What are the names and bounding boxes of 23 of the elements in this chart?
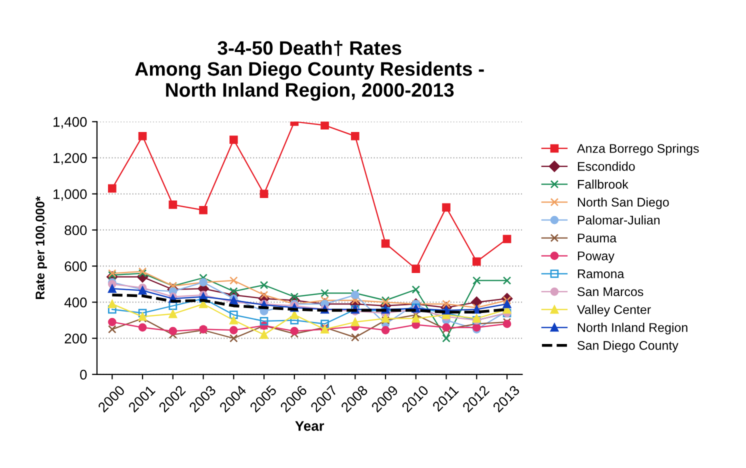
legend-label: Palomar-Julian xyxy=(578,215,660,225)
legend-label: San Marcos xyxy=(578,287,644,296)
y-tick-label: 1,400 xyxy=(54,117,87,128)
legend-label: North San Diego xyxy=(578,197,669,210)
y-tick-label: 1,200 xyxy=(54,153,87,165)
y-tick-label: 400 xyxy=(64,298,87,308)
chart-title: 3-4-50 Death† Rates Among San Diego County Residents - North Inland Region, 2000-2013 xyxy=(135,40,484,101)
legend-label: Poway xyxy=(578,252,614,263)
y-tick-label: 600 xyxy=(64,261,87,272)
legend-label: Anza Borrego Springs xyxy=(576,144,699,156)
y-tick-label: 0 xyxy=(80,370,87,380)
y-tick-label: 800 xyxy=(64,225,87,236)
x-axis-title: Year xyxy=(295,421,324,431)
legend-label: Pauma xyxy=(578,234,617,242)
legend-label: Ramona xyxy=(578,270,624,278)
legend-label: Valley Center xyxy=(577,304,651,317)
legend-label: North Inland Region xyxy=(578,322,688,334)
legend-label: Escondido xyxy=(578,162,635,171)
y-axis-title: Rate per 100,000* xyxy=(36,196,47,299)
legend-label: San Diego County xyxy=(578,340,678,352)
y-tick-label: 1,000 xyxy=(54,189,87,201)
y-tick-label: 200 xyxy=(64,334,87,344)
legend-label: Fallbrook xyxy=(578,180,628,189)
